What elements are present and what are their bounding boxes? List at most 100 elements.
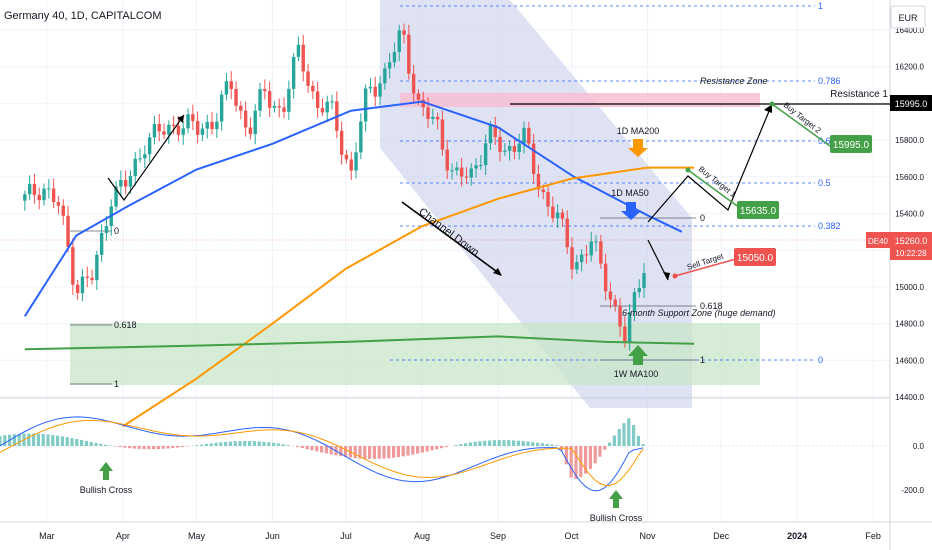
candle-body — [325, 101, 329, 113]
candle-body — [373, 86, 377, 97]
fib-level-label: 1 — [818, 1, 823, 11]
macd-histogram-bar — [492, 440, 496, 446]
candle-body — [42, 188, 46, 201]
sell-target-box[interactable] — [734, 248, 776, 266]
buy-target-2-line[interactable] — [771, 103, 831, 147]
candle-body — [277, 105, 281, 108]
macd-histogram-bar — [80, 439, 84, 446]
ma200-down-arrow — [628, 139, 648, 157]
macd-histogram-bar — [0, 435, 2, 446]
macd-histogram-bar — [60, 436, 64, 446]
candle-body — [291, 56, 296, 89]
macd-histogram-bar — [46, 434, 50, 446]
candle-body — [349, 159, 353, 171]
fib-left-label: 0 — [114, 226, 119, 236]
macd-histogram-bar — [454, 445, 458, 446]
candle-body — [330, 101, 334, 103]
candle-body — [416, 93, 421, 100]
wma100-line — [24, 335, 695, 351]
candle-body — [378, 83, 382, 97]
candle-body — [608, 291, 613, 300]
candle-body — [37, 194, 41, 201]
macd-histogram-bar — [401, 446, 405, 457]
macd-histogram-bar — [569, 446, 573, 478]
candle-body — [224, 81, 229, 95]
candle-body — [493, 125, 497, 137]
macd-histogram-bar — [147, 446, 151, 450]
bullish-projection[interactable] — [647, 103, 773, 223]
candle-body — [311, 85, 315, 92]
time-tick-label: Apr — [116, 531, 130, 541]
candle-body — [272, 105, 277, 108]
candle-body — [51, 188, 56, 203]
fib-small-label: 1 — [700, 355, 705, 365]
buy-target-2-value: 15995.0 — [833, 140, 870, 151]
candle-body — [205, 121, 209, 129]
macd-histogram-bar — [387, 446, 391, 459]
macd-histogram-bar — [262, 441, 266, 446]
macd-histogram-bar — [315, 446, 319, 452]
macd-histogram-bar — [228, 441, 232, 446]
resistance-1-label: Resistance 1 — [830, 89, 888, 100]
price-tick-label: 15800.0 — [895, 136, 924, 145]
macd-histogram-bar — [540, 443, 544, 446]
candle-body — [599, 241, 603, 264]
candle-body — [435, 116, 440, 120]
channel-down-arrow[interactable] — [401, 201, 501, 275]
price-tick-label: 15400.0 — [895, 210, 924, 219]
macd-histogram-bar — [84, 440, 88, 446]
macd-histogram-bar — [32, 433, 36, 446]
candle-body — [200, 128, 205, 135]
price-candles — [23, 23, 646, 351]
candle-body — [99, 232, 104, 255]
candle-body — [527, 127, 531, 144]
buy-target-2-box[interactable] — [830, 135, 872, 153]
candle-body — [464, 176, 469, 178]
time-axis[interactable]: Mar Apr May Jun Jul Aug Sep Oct Nov Dec 2024 Feb — [39, 0, 881, 541]
fib-left-label: 1 — [114, 379, 119, 389]
bullish-cross-2-label: Bullish Cross — [590, 513, 643, 523]
macd-histogram-bar — [17, 433, 21, 446]
candle-body — [258, 89, 262, 111]
buy-target-1-line[interactable] — [687, 169, 741, 209]
sell-target-value: 15050.0 — [737, 253, 774, 264]
macd-histogram-bar — [358, 446, 362, 459]
candle-body — [27, 183, 32, 195]
candle-body — [133, 158, 137, 177]
buy-target-1-box[interactable] — [737, 201, 779, 219]
candle-body — [397, 30, 401, 53]
macd-histogram-bar — [166, 446, 170, 449]
ma50-label: 1D MA50 — [611, 188, 649, 198]
candle-body — [589, 241, 593, 256]
price-tick-label: 15000.0 — [895, 283, 924, 292]
rally-arrow-line[interactable] — [107, 114, 185, 202]
time-tick-label: Feb — [865, 531, 881, 541]
macd-histogram-bar — [502, 440, 506, 446]
fib-level-label: 0.382 — [818, 221, 841, 231]
fib-level-label: 0.618 — [818, 136, 841, 146]
ma200-label: 1D MA200 — [617, 126, 660, 136]
candle-body — [157, 123, 161, 132]
resistance-zone[interactable] — [400, 93, 760, 107]
candle-body — [114, 186, 118, 207]
candle-body — [411, 73, 416, 94]
candle-body — [450, 170, 454, 172]
candle-body — [402, 30, 406, 35]
chart-title: Germany 40, 1D, CAPITALCOM — [4, 10, 162, 22]
sell-target-line[interactable] — [674, 258, 737, 277]
macd-histogram-bar — [75, 439, 79, 446]
macd-histogram-bar — [636, 435, 640, 446]
macd-histogram-bar — [56, 435, 60, 446]
rally-arrow-head — [177, 115, 184, 123]
candle-body — [296, 44, 301, 57]
candle-body — [253, 110, 257, 135]
last-price-tag — [890, 232, 932, 260]
macd-histogram-bar — [497, 440, 501, 446]
time-tick-label: Nov — [640, 531, 657, 541]
macd-histogram-bar — [444, 446, 448, 448]
macd-histogram-bar — [204, 443, 208, 446]
macd-histogram-bar — [416, 446, 420, 454]
macd-histogram-bar — [564, 446, 568, 465]
currency-button[interactable] — [890, 5, 926, 29]
